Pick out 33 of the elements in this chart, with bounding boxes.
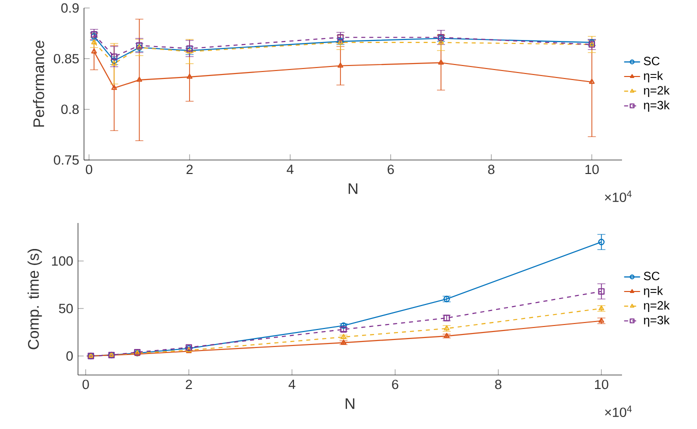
x-tick-label: 6	[388, 164, 394, 174]
x-tick-label: 10	[594, 380, 608, 390]
legend-label: SC	[644, 56, 660, 66]
y-tick-label: 0.8	[61, 104, 79, 114]
x-axis-title: N	[346, 398, 354, 409]
legend-label: η=2k	[644, 300, 670, 312]
legend-label: η=2k	[644, 86, 670, 98]
x-tick-label: 8	[495, 380, 502, 390]
x-tick-label: 4	[286, 164, 294, 174]
x-tick-label: 2	[186, 380, 192, 390]
x-axis-title: N	[348, 183, 358, 194]
text: ×10$^{4}$	[605, 406, 632, 418]
legend-label: η=k	[644, 71, 663, 82]
y-tick-label: 0.75	[54, 155, 79, 165]
x-tick-label: 10	[585, 164, 599, 174]
x-tick-label: 4	[288, 380, 296, 389]
text: ×10$^{4}$	[604, 190, 632, 202]
legend-label: η=3k	[644, 100, 670, 112]
y-axis-title: Performance	[32, 40, 44, 127]
legend-label: η=3k	[644, 316, 670, 327]
y-tick-label: 0	[66, 351, 73, 361]
y-tick-label: 0.85	[54, 54, 79, 64]
x-tick-label: 2	[186, 164, 193, 174]
legend-label: η=k	[644, 286, 663, 298]
y-tick-label: 0.9	[61, 3, 79, 13]
x-tick-label: 0	[82, 380, 89, 390]
x-tick-label: 0	[86, 164, 92, 174]
y-tick-label: 50	[59, 304, 73, 314]
y-axis-title: Comp. time (s)	[28, 248, 42, 350]
y-tick-label: 100	[52, 256, 73, 266]
legend-label: SC	[644, 272, 660, 280]
x-tick-label: 8	[488, 164, 494, 174]
x-tick-label: 6	[392, 380, 398, 390]
